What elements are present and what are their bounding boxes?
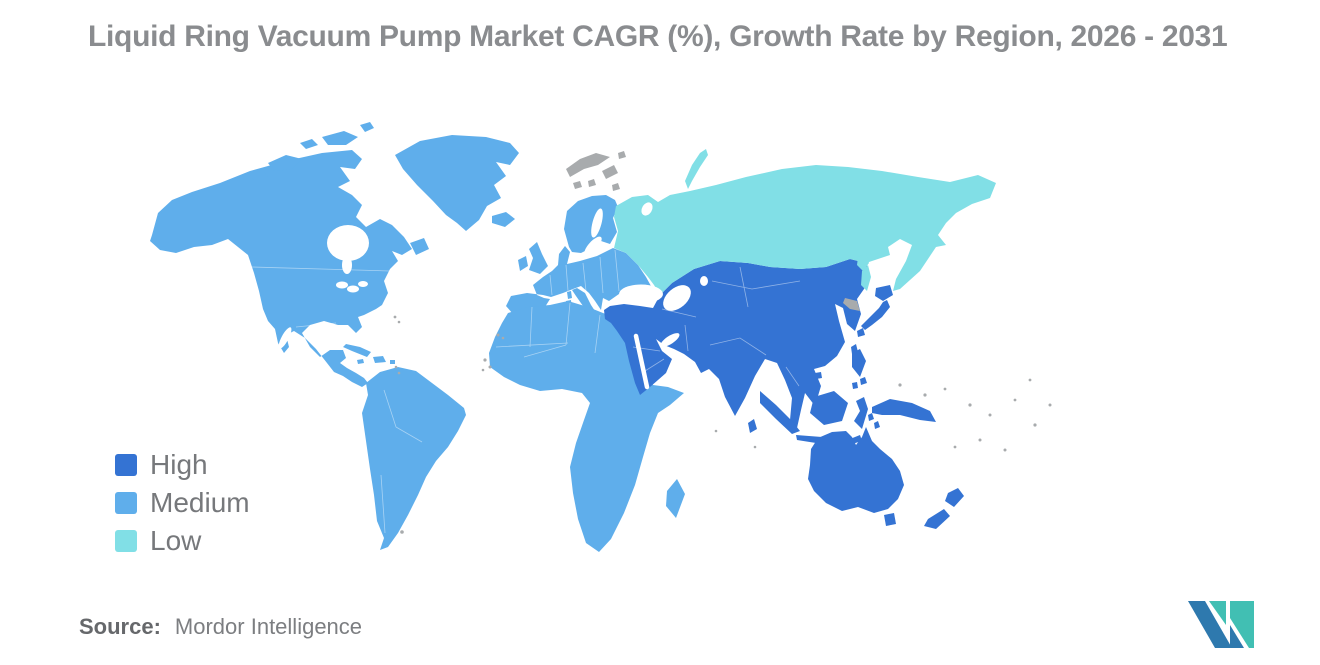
logo-blue-triangle bbox=[1230, 625, 1244, 648]
legend-item-medium: Medium bbox=[115, 487, 250, 518]
persian-gulf bbox=[660, 333, 680, 347]
world-map bbox=[150, 122, 1052, 552]
logo-blue-band bbox=[1188, 601, 1232, 648]
region-canadian-arctic-islands bbox=[250, 122, 374, 183]
logo-teal-block bbox=[1230, 601, 1254, 648]
legend-label-medium: Medium bbox=[150, 487, 250, 518]
region-united-kingdom bbox=[529, 242, 548, 274]
region-sri-lanka bbox=[748, 419, 757, 433]
region-caribbean bbox=[343, 344, 395, 364]
chart-title: Liquid Ring Vacuum Pump Market CAGR (%),… bbox=[88, 20, 1228, 53]
great-lakes bbox=[336, 281, 348, 289]
gulf-of-bothnia bbox=[591, 208, 603, 238]
source-line: Source: Mordor Intelligence bbox=[79, 614, 362, 640]
region-japan bbox=[857, 285, 893, 337]
region-greenland bbox=[395, 135, 519, 231]
region-new-guinea bbox=[872, 399, 936, 422]
region-newfoundland bbox=[410, 238, 429, 255]
water-overlays bbox=[278, 202, 708, 390]
james-bay bbox=[342, 256, 352, 274]
region-group-low bbox=[614, 149, 996, 295]
region-group-no-data bbox=[393, 151, 1052, 534]
region-novaya-zemlya bbox=[685, 149, 708, 189]
region-sakhalin-primorye bbox=[857, 253, 871, 291]
great-lakes bbox=[358, 281, 368, 287]
region-iceland bbox=[492, 212, 515, 227]
caspian-sea bbox=[663, 285, 691, 311]
region-indonesia bbox=[760, 391, 880, 445]
baltic-sea bbox=[584, 236, 602, 256]
aral-sea bbox=[700, 276, 708, 286]
source-label: Source: bbox=[79, 614, 161, 639]
region-south-america bbox=[362, 367, 466, 550]
legend-item-low: Low bbox=[115, 525, 250, 556]
legend-label-low: Low bbox=[150, 525, 202, 556]
atlantic-island-dots bbox=[393, 315, 757, 534]
black-sea bbox=[619, 284, 663, 304]
region-philippines bbox=[852, 349, 867, 389]
region-north-korea bbox=[843, 298, 860, 311]
legend-swatch-low-icon bbox=[115, 529, 137, 552]
gulf-of-california bbox=[278, 327, 292, 349]
pacific-island-dots bbox=[898, 378, 1052, 452]
great-lakes bbox=[347, 285, 359, 293]
hudson-bay bbox=[327, 225, 369, 261]
region-north-america bbox=[150, 150, 412, 387]
mordor-intelligence-logo-icon bbox=[1188, 601, 1254, 648]
region-ireland bbox=[518, 256, 528, 271]
region-taiwan-hainan bbox=[815, 344, 858, 379]
region-russia bbox=[614, 165, 996, 295]
region-scandinavia bbox=[564, 195, 618, 253]
source-value: Mordor Intelligence bbox=[174, 614, 363, 639]
legend-label-high: High bbox=[150, 449, 208, 480]
logo-teal-triangle bbox=[1209, 601, 1226, 625]
region-svalbard bbox=[566, 151, 626, 191]
region-australia bbox=[808, 427, 904, 513]
region-europe-mainland bbox=[506, 246, 651, 314]
red-sea bbox=[633, 333, 650, 390]
country-borders bbox=[251, 249, 801, 534]
region-tasmania bbox=[884, 513, 896, 526]
legend-item-high: High bbox=[115, 449, 250, 480]
legend: High Medium Low bbox=[115, 449, 250, 567]
white-sea bbox=[641, 202, 653, 216]
region-new-zealand bbox=[924, 488, 964, 529]
legend-swatch-high-icon bbox=[115, 453, 137, 476]
region-madagascar bbox=[666, 479, 685, 518]
legend-swatch-medium-icon bbox=[115, 491, 137, 514]
